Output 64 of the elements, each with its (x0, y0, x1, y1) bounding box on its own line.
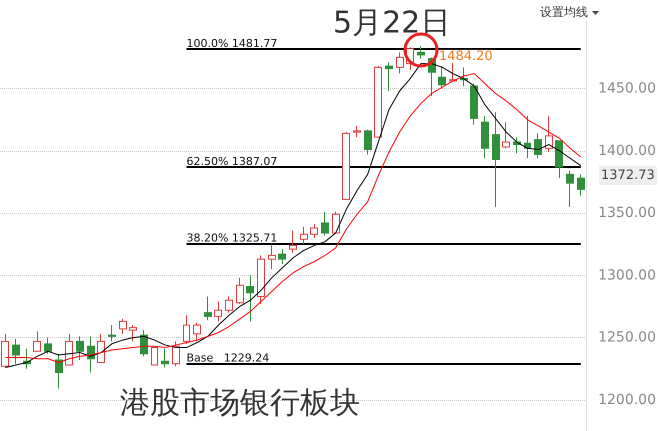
y-tick-label: 1200.00 (598, 392, 656, 408)
y-tick-label: 1250.00 (598, 330, 656, 346)
candlestick (119, 318, 127, 334)
candlestick (492, 112, 500, 208)
candlestick (342, 132, 350, 200)
candlestick (566, 170, 574, 208)
candlestick (151, 347, 158, 366)
text: 港股市场银行板块 (120, 386, 360, 420)
y-tick-label: 1400.00 (598, 142, 656, 159)
candlestick (460, 66, 468, 87)
candlestick (12, 338, 20, 364)
annotation: 1484.20 (438, 48, 493, 64)
candlestick (140, 330, 148, 357)
candlestick (278, 248, 286, 265)
candlestick (502, 122, 510, 149)
candlestick (555, 140, 563, 179)
candlestick (214, 300, 222, 322)
candlestick (481, 115, 489, 159)
y-tick-label: 1300.00 (598, 267, 656, 284)
candlestick (300, 226, 308, 245)
text: 1372.73 (601, 168, 655, 183)
candlestick (161, 348, 169, 368)
candlestick (183, 314, 190, 344)
candlestick (364, 129, 372, 156)
candlestick (1, 333, 9, 368)
candlestick (108, 324, 116, 342)
candlestick (65, 333, 73, 366)
candlestick (246, 274, 254, 322)
candlestick (417, 45, 425, 60)
ref-line-label: 100.0% 1481.77 (186, 36, 278, 50)
ref-line-label: 38.20% 1325.71 (186, 231, 278, 244)
candlestick (236, 277, 244, 304)
candlestick (374, 66, 382, 138)
candlestick (204, 296, 212, 321)
candlestick (289, 230, 297, 254)
candlestick (332, 211, 340, 234)
candlestick (321, 211, 329, 236)
candlestick (310, 224, 318, 238)
candlestick (44, 337, 52, 354)
candlestick (438, 66, 446, 89)
candlestick (225, 296, 233, 314)
y-tick-label: 1350.00 (598, 205, 656, 222)
candlestick (55, 353, 63, 390)
candlestick (353, 125, 361, 138)
candlestick (257, 254, 265, 304)
candlestick (470, 83, 478, 126)
candlestick (129, 324, 137, 342)
candlestick (524, 115, 531, 159)
ref-line-label: Base 1229.24 (186, 351, 270, 364)
candlestick (33, 330, 41, 352)
candlestick (534, 132, 542, 159)
annotation: 5月22日 (333, 6, 450, 40)
candlestick (385, 62, 393, 92)
candlestick (97, 333, 105, 363)
candlestick (76, 336, 84, 361)
candlestick (172, 340, 180, 367)
text: 设置均线 (540, 4, 588, 21)
candlestick (193, 322, 201, 342)
ref-line-label: 62.50% 1387.07 (186, 154, 278, 168)
y-tick-label: 1450.00 (598, 80, 656, 96)
candlestick (577, 174, 585, 196)
candlestick (268, 244, 276, 270)
candlestick (545, 115, 553, 153)
candlestick (396, 52, 404, 74)
